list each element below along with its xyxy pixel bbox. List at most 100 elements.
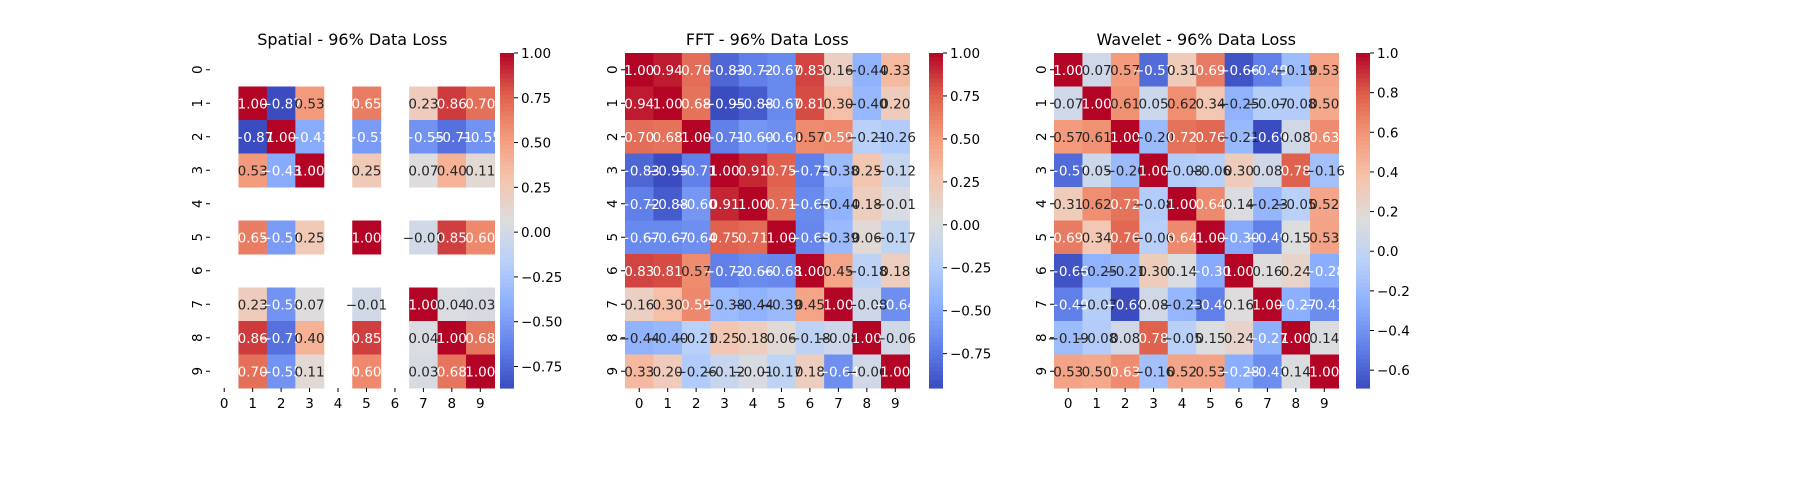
cell-value-label: 1.00 — [408, 297, 438, 313]
heatmap-cell — [681, 254, 711, 288]
cell-value-label: 0.03 — [408, 364, 438, 380]
heatmap-cell — [625, 120, 654, 154]
heatmap-cell — [238, 321, 268, 355]
colorbar-tick-label: 0.00 — [950, 218, 980, 234]
colorbar-segment — [1356, 270, 1370, 276]
cell-value-label: 1.00 — [266, 130, 296, 146]
colorbar-segment — [1356, 375, 1370, 381]
colorbar-segment — [929, 283, 943, 289]
cell-value-label: 0.83 — [624, 264, 654, 280]
heatmap-cell — [295, 321, 325, 355]
heatmap-cell — [1281, 53, 1311, 87]
colorbar-segment — [929, 354, 943, 360]
colorbar-segment — [500, 321, 514, 326]
cell-value-label: 0.18 — [795, 364, 825, 380]
cell-value-label: −0.71 — [260, 331, 301, 347]
heatmap-cell — [795, 153, 825, 188]
y-tick-label: 2 — [190, 132, 206, 141]
colorbar-tick-label: 0.25 — [521, 180, 551, 196]
cell-value-label: −0.55 — [460, 130, 501, 146]
colorbar-segment — [929, 69, 943, 75]
cell-value-label: 0.81 — [653, 264, 683, 280]
cell-value-label: −0.08 — [1275, 96, 1316, 112]
colorbar-segment — [1356, 245, 1370, 251]
colorbar-tick-label: 0.8 — [1377, 86, 1398, 102]
cell-value-label: −0.64 — [818, 364, 859, 380]
colorbar-segment — [500, 124, 514, 129]
heatmap-cell — [266, 354, 296, 389]
heatmap-cell — [1310, 86, 1339, 121]
colorbar-segment — [929, 249, 943, 255]
cell-value-label: 0.05 — [1139, 96, 1169, 112]
colorbar-segment — [1356, 233, 1370, 238]
cell-value-label: 1.00 — [1224, 264, 1254, 280]
cell-value-label: 0.57 — [681, 264, 711, 280]
colorbar-segment — [1356, 241, 1370, 247]
heatmap-cell — [295, 287, 325, 322]
colorbar-segment — [1356, 61, 1370, 67]
colorbar-segment — [500, 166, 514, 171]
colorbar-segment — [929, 115, 943, 121]
heatmap-cell — [738, 53, 768, 87]
colorbar-tick-label: 1.0 — [1377, 46, 1398, 62]
colorbar-segment — [500, 57, 514, 62]
heatmap-cell — [1196, 53, 1226, 87]
y-tick-label: 6 — [190, 266, 206, 275]
colorbar-segment — [929, 291, 943, 297]
colorbar-segment — [929, 325, 943, 330]
cell-value-label: −0.08 — [1161, 163, 1202, 179]
heatmap-cell — [881, 153, 910, 188]
cell-value-label: 0.71 — [766, 197, 796, 213]
heatmap-cell — [1082, 53, 1112, 87]
panel-title: Wavelet - 96% Data Loss — [1097, 30, 1296, 49]
cell-value-label: 0.53 — [1309, 230, 1339, 246]
colorbar-segment — [929, 287, 943, 293]
cell-value-label: −0.05 — [1161, 331, 1202, 347]
x-tick-label: 0 — [1064, 396, 1073, 412]
heatmap-cell — [1167, 287, 1197, 322]
colorbar-tick-label: −0.75 — [521, 360, 562, 376]
cell-value-label: −0.87 — [232, 130, 273, 146]
cell-value-label: 0.65 — [351, 96, 381, 112]
x-tick-label: 8 — [1292, 396, 1301, 412]
cell-value-label: −0.30 — [1218, 230, 1259, 246]
colorbar-segment — [929, 111, 943, 117]
colorbar-segment — [929, 212, 943, 217]
colorbar-segment — [929, 187, 943, 192]
colorbar-segment — [1356, 291, 1370, 297]
cell-value-label: 1.00 — [1110, 130, 1140, 146]
cell-value-label: −0.08 — [818, 331, 859, 347]
heatmap-cell — [1310, 153, 1339, 188]
heatmap-cell — [437, 220, 467, 255]
heatmap-cell — [681, 287, 711, 322]
colorbar-segment — [500, 262, 514, 268]
cell-value-label: 0.94 — [653, 63, 683, 79]
cell-value-label: 0.03 — [465, 297, 495, 313]
colorbar-segment — [1356, 341, 1370, 347]
heatmap-cell — [409, 153, 439, 188]
cell-value-label: −0.51 — [346, 130, 387, 146]
colorbar-segment — [500, 249, 514, 255]
heatmap-cell — [625, 153, 654, 188]
cell-value-label: 0.50 — [1082, 364, 1112, 380]
colorbar-segment — [929, 379, 943, 385]
colorbar-segment — [929, 149, 943, 155]
colorbar-segment — [1356, 346, 1370, 351]
colorbar-segment — [929, 228, 943, 234]
cell-value-label: 0.05 — [1082, 163, 1112, 179]
cell-value-label: 0.23 — [408, 96, 438, 112]
colorbar-tick-label: 0.2 — [1377, 205, 1398, 221]
heatmap-cell — [824, 321, 854, 355]
cell-value-label: −0.20 — [1133, 130, 1174, 146]
cell-value-label: 0.07 — [1053, 96, 1083, 112]
colorbar-segment — [500, 316, 514, 322]
cell-value-label: −0.08 — [846, 297, 887, 313]
x-tick-label: 7 — [834, 396, 843, 412]
cell-value-label: −0.49 — [1048, 297, 1089, 313]
colorbar-segment — [929, 362, 943, 368]
colorbar-segment — [929, 350, 943, 356]
cell-value-label: −0.40 — [647, 331, 688, 347]
cell-value-label: −0.64 — [875, 297, 916, 313]
colorbar-segment — [1356, 103, 1370, 109]
cell-value-label: 1.00 — [437, 331, 467, 347]
